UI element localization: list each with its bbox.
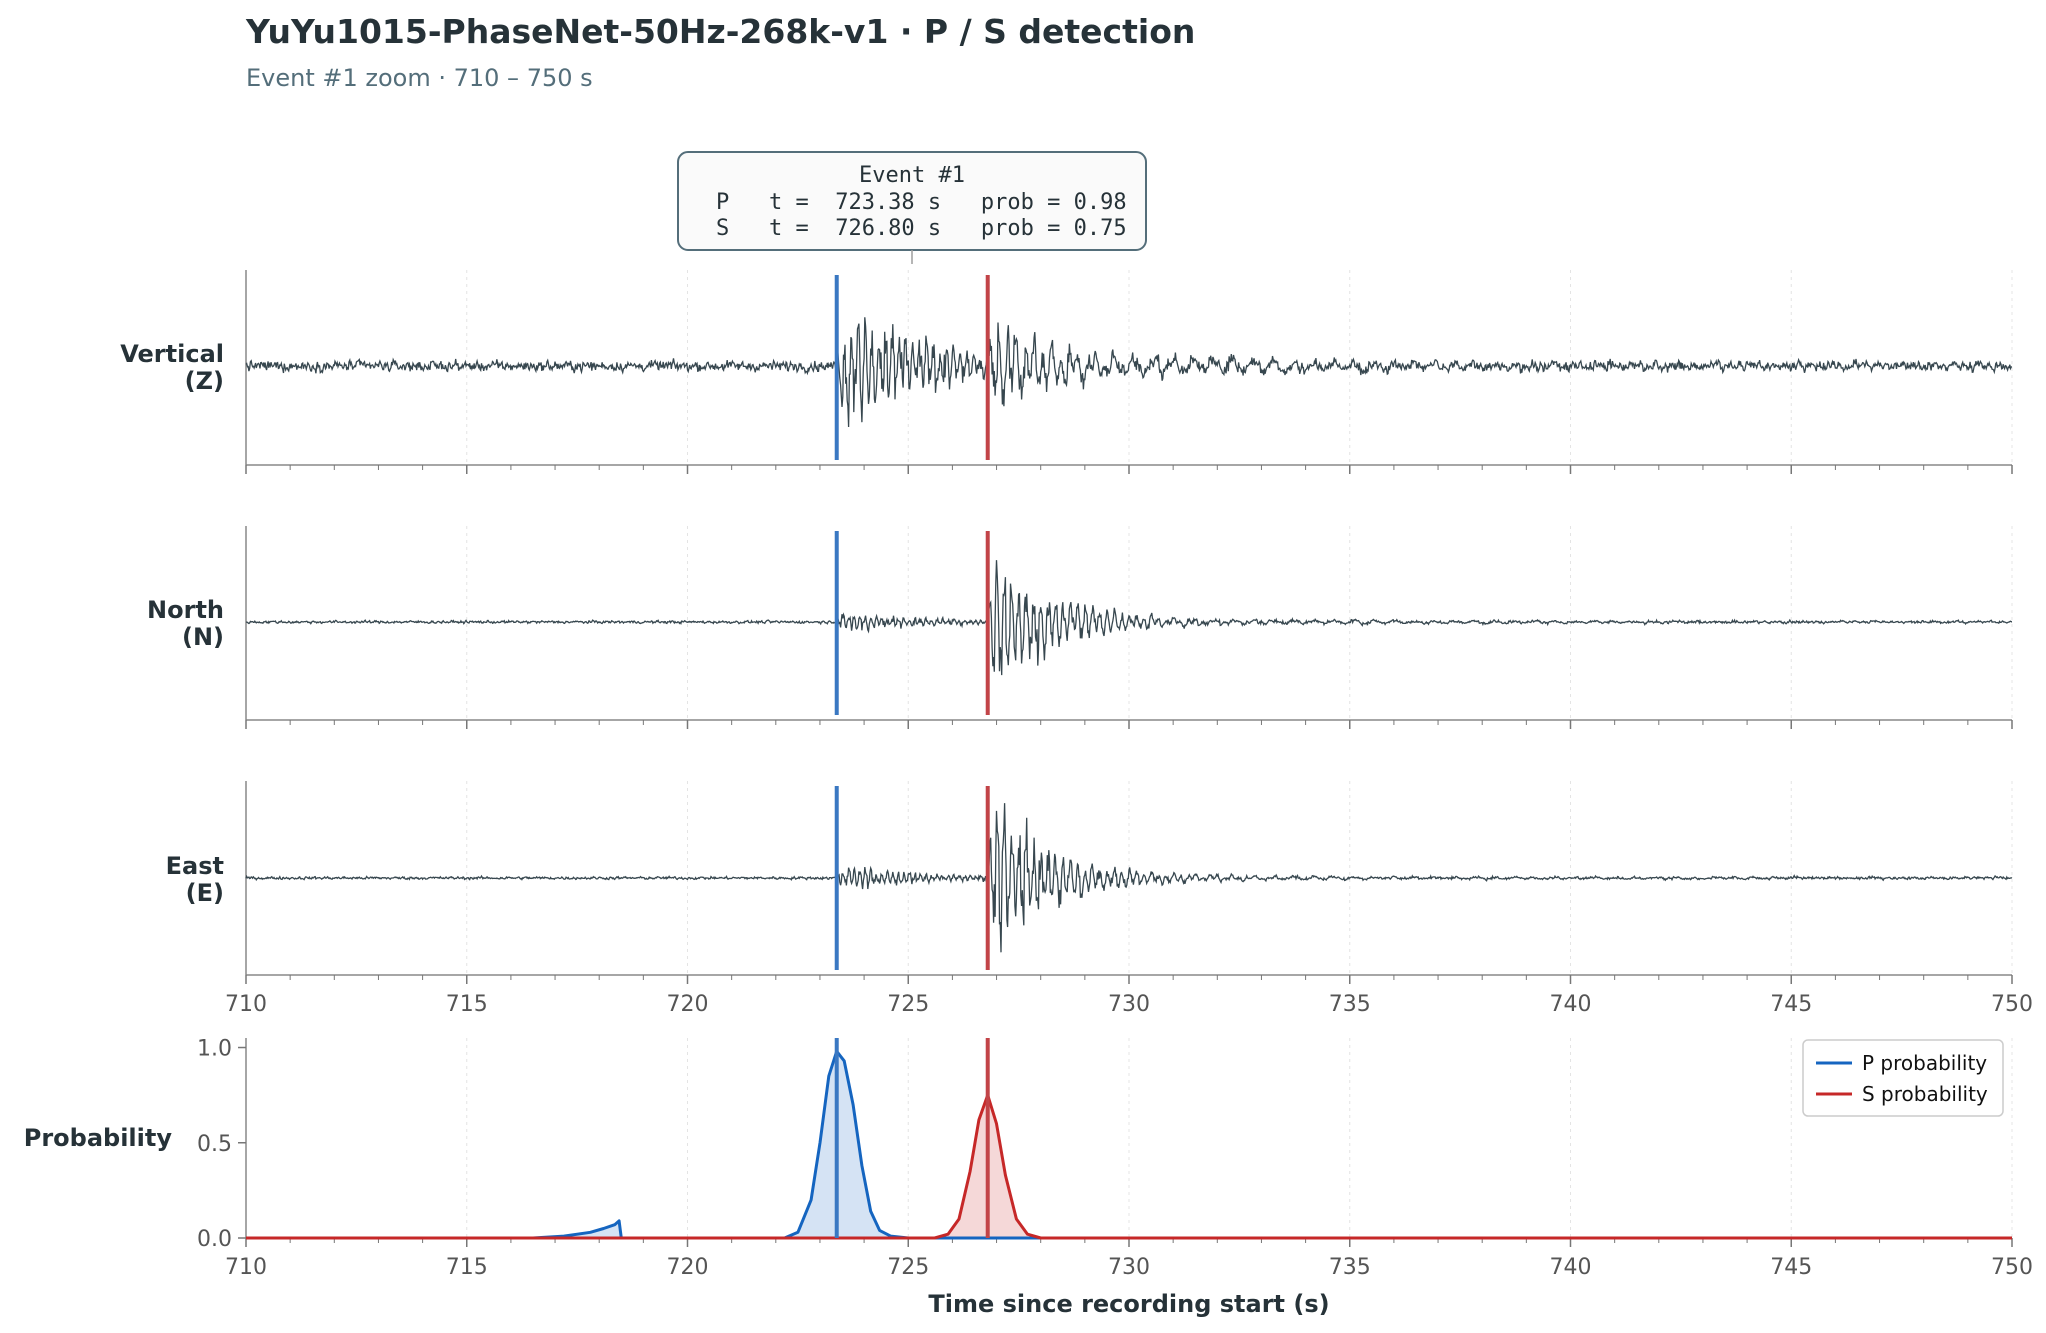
event-annotation: Event #1 P t = 723.38 s prob = 0.98 S t … [677,151,1147,264]
legend-p-label: P probability [1862,1051,1987,1075]
label-layer: Vertical(Z) North(N) 710 715 720 725 730 735 740… [24,340,2033,1318]
prob-y-tick-label-2: 1.0 [197,1037,232,1062]
prob-panel-label: Probability [24,1124,173,1152]
x-tick-label-2-1: 715 [446,992,488,1017]
prob-line-p [246,1049,2012,1240]
x-tick-label-2-7: 745 [1770,992,1812,1017]
figure-title: YuYu1015-PhaseNet-50Hz-268k-v1 · P / S d… [245,12,1195,51]
panel-label-north-line2: (N) [182,623,224,651]
figure-subtitle: Event #1 zoom · 710 – 750 s [246,64,593,92]
x-tick-label-3-1: 715 [446,1255,488,1280]
panel-label-east-line2: (E) [186,879,224,907]
prob-y-tick-label-0: 0.0 [197,1227,232,1252]
x-tick-label-3-7: 745 [1770,1255,1812,1280]
legend-s-label: S probability [1862,1082,1988,1106]
panel-label-vertical-line2: (Z) [185,367,224,395]
panel-label-north-line1: North [147,596,224,624]
legend: P probability S probability [1802,1039,2004,1117]
trace-layer [245,317,2013,1240]
annotation-header: Event #1 [859,163,965,188]
axes-layer [238,270,2013,1247]
annotation-s-line: S t = 726.80 s prob = 0.75 [716,216,1127,241]
grid-layer [245,270,2013,1238]
prob-y-tick-label-1: 0.5 [197,1132,232,1157]
waveform-trace-east [245,803,2013,953]
annotation-p-line: P t = 723.38 s prob = 0.98 [716,190,1127,215]
x-tick-label-3-2: 720 [667,1255,709,1280]
x-tick-label-2-8: 750 [1991,992,2033,1017]
x-tick-label-2-4: 730 [1108,992,1150,1017]
x-tick-label-3-4: 730 [1108,1255,1150,1280]
x-tick-label-3-0: 710 [225,1255,267,1280]
legend-box [1802,1039,2004,1117]
panel-label-vertical-line1: Vertical [120,340,224,368]
x-tick-label-3-3: 725 [887,1255,929,1280]
x-tick-label-2-3: 725 [887,992,929,1017]
waveform-trace-north [246,560,2013,676]
x-tick-label-3-8: 750 [1991,1255,2033,1280]
x-tick-label-2-6: 740 [1550,992,1592,1017]
x-tick-label-3-6: 740 [1550,1255,1592,1280]
pick-layer [834,275,990,1238]
panel-label-east-line1: East [166,852,224,880]
x-tick-label-2-0: 710 [225,992,267,1017]
waveform-trace-vertical [245,317,2013,428]
x-tick-label-2-5: 735 [1329,992,1371,1017]
x-axis-title: Time since recording start (s) [928,1290,1329,1318]
x-tick-label-2-2: 720 [667,992,709,1017]
x-tick-label-3-5: 735 [1329,1255,1371,1280]
